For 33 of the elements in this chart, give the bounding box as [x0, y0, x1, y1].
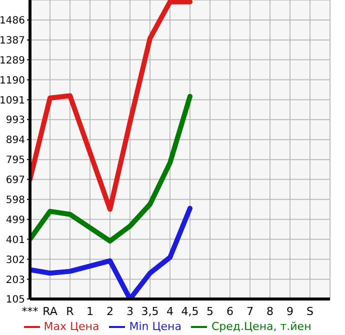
x-tick-label: 6 — [226, 304, 234, 318]
y-tick-label: 894 — [6, 135, 25, 146]
x-tick-label: RA — [42, 304, 58, 318]
x-tick-label: 3 — [126, 304, 134, 318]
y-tick-label: 1091 — [0, 95, 25, 106]
y-tick-label: 499 — [6, 214, 25, 226]
x-tick-label: *** — [22, 304, 39, 318]
x-tick-label: 1 — [86, 304, 94, 318]
legend-label: Сред.Цена, т.йен — [211, 320, 312, 334]
y-tick-label: 697 — [6, 174, 25, 186]
x-tick-label: 7 — [246, 304, 254, 318]
y-tick-label: 1190 — [0, 75, 25, 86]
y-tick-label: 302 — [6, 254, 25, 266]
x-tick-label: 8 — [266, 304, 274, 318]
legend-label: Min Цена — [129, 320, 182, 334]
x-tick-label: S — [306, 304, 314, 318]
x-tick-label: 4,5 — [181, 304, 199, 318]
x-tick-label: 4 — [166, 304, 174, 318]
y-tick-label: 105 — [6, 294, 25, 306]
x-tick-label: R — [66, 304, 74, 318]
y-tick-label: 1486 — [0, 16, 25, 27]
y-tick-label: 1387 — [0, 36, 25, 47]
legend-label: Max Цена — [44, 320, 100, 334]
y-tick-label: 598 — [6, 194, 25, 206]
x-tick-label: 3,5 — [141, 304, 159, 318]
y-tick-label: 795 — [6, 155, 25, 166]
x-tick-label: 9 — [286, 304, 294, 318]
x-tick-label: 5 — [206, 304, 214, 318]
x-tick-label: 2 — [106, 304, 114, 318]
y-tick-label: 401 — [6, 234, 25, 246]
y-tick-label: 993 — [6, 115, 25, 126]
y-tick-label: 1289 — [0, 55, 25, 66]
y-tick-label: 203 — [6, 274, 25, 286]
